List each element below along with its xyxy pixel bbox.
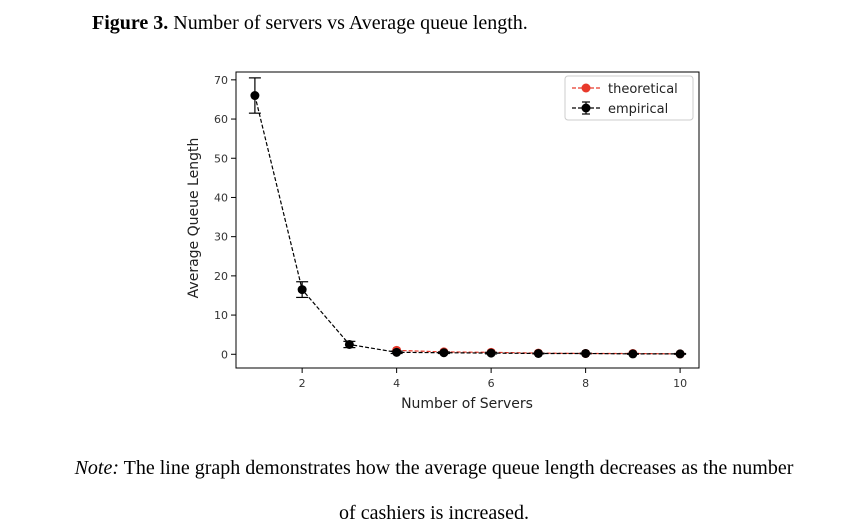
x-axis-label: Number of Servers bbox=[401, 396, 533, 412]
y-tick-label: 70 bbox=[214, 74, 228, 87]
x-tick-label: 4 bbox=[393, 377, 400, 390]
empirical-point bbox=[439, 348, 449, 358]
legend-label-empirical: empirical bbox=[608, 102, 668, 117]
empirical-point bbox=[392, 347, 402, 357]
y-tick-label: 0 bbox=[221, 348, 228, 361]
y-tick-label: 40 bbox=[214, 191, 228, 204]
empirical-point bbox=[344, 339, 354, 349]
x-axis: 2 4 6 8 10 bbox=[299, 368, 687, 390]
line-chart: 0 10 20 30 40 50 60 70 2 4 6 8 10 Number of Servers… bbox=[186, 71, 700, 412]
x-tick-label: 10 bbox=[673, 377, 687, 390]
figure-title: Number of servers vs Average queue lengt… bbox=[173, 12, 528, 34]
legend-marker-empirical bbox=[581, 103, 591, 113]
note-line-1: Note: The line graph demonstrates how th… bbox=[0, 457, 868, 480]
x-tick-label: 2 bbox=[299, 377, 306, 390]
x-tick-label: 8 bbox=[582, 377, 589, 390]
empirical-line bbox=[254, 95, 681, 355]
empirical-point bbox=[628, 349, 638, 359]
legend: theoretical empirical bbox=[564, 75, 694, 121]
empirical-point bbox=[533, 348, 543, 358]
empirical-point bbox=[297, 285, 307, 295]
plot-area bbox=[235, 71, 700, 369]
figure-caption: Figure 3. Number of servers vs Average q… bbox=[92, 12, 528, 35]
empirical-point bbox=[581, 348, 591, 358]
note-line-2: of cashiers is increased. bbox=[339, 502, 529, 524]
y-tick-label: 50 bbox=[214, 152, 228, 165]
y-tick-label: 60 bbox=[214, 113, 228, 126]
empirical-point bbox=[675, 349, 685, 359]
y-axis-label: Average Queue Length bbox=[186, 138, 202, 299]
y-tick-label: 20 bbox=[214, 270, 228, 283]
figure-label: Figure 3. bbox=[92, 12, 169, 34]
note-label: Note: bbox=[74, 457, 120, 479]
empirical-point bbox=[250, 91, 260, 101]
x-tick-label: 6 bbox=[488, 377, 495, 390]
empirical-point bbox=[486, 348, 496, 358]
y-axis: 0 10 20 30 40 50 60 70 bbox=[214, 74, 236, 361]
note-text-1: The line graph demonstrates how the aver… bbox=[123, 457, 794, 479]
legend-box bbox=[564, 75, 694, 121]
legend-label-theoretical: theoretical bbox=[608, 82, 678, 97]
legend-marker-theoretical bbox=[581, 83, 591, 93]
series-markers bbox=[248, 77, 687, 359]
y-tick-label: 30 bbox=[214, 231, 228, 244]
y-tick-label: 10 bbox=[214, 309, 228, 322]
